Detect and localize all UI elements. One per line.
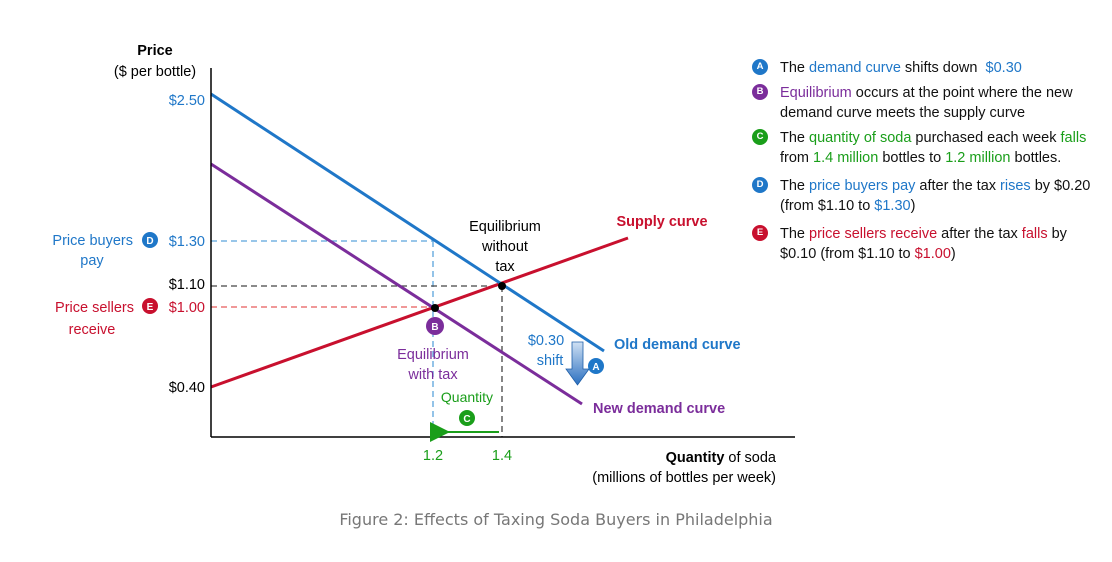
x-axis-title-rest: of soda	[724, 450, 777, 466]
badge-b-note: B	[752, 84, 768, 100]
note-e-t2: after the tax	[937, 226, 1022, 242]
note-d-t4: )	[910, 198, 916, 214]
note-b: B Equilibrium occurs at the point where …	[752, 83, 1102, 123]
badge-e-note: E	[752, 225, 768, 241]
y-tick-2-50: $2.50	[169, 93, 205, 109]
note-a-h2: $0.30	[985, 60, 1022, 76]
badge-b-chart	[426, 317, 444, 335]
note-c-t3: from	[780, 150, 814, 166]
demand-shift-arrow	[565, 341, 590, 386]
note-c: C The quantity of soda purchased each we…	[752, 128, 1102, 168]
y-tick-1-10: $1.10	[169, 277, 205, 293]
note-b-text: Equilibrium occurs at the point where th…	[780, 85, 1073, 121]
note-a-t1: The	[780, 60, 810, 76]
note-b-h1: Equilibrium	[780, 85, 852, 101]
eq-with-tax-label-2: with tax	[407, 367, 458, 383]
note-e-text: The price sellers receive after the tax …	[780, 226, 1067, 262]
supply-curve-label: Supply curve	[616, 214, 707, 230]
price-sellers-receive-label: Price sellers	[55, 300, 134, 316]
equilibrium-without-tax-point	[498, 282, 506, 290]
note-c-t2: purchased each week	[911, 130, 1061, 146]
price-sellers-receive-label-line2: receive	[69, 322, 116, 338]
y-axis-title: Price	[137, 43, 172, 59]
badge-c-chart-letter: C	[463, 414, 470, 425]
eq-without-tax-label-3: tax	[495, 259, 515, 275]
price-buyers-pay-label: Price buyers	[52, 233, 133, 249]
supply-demand-chart: Price ($ per bottle) Quantity of soda (m…	[52, 43, 795, 486]
note-a-h1: demand curve	[809, 60, 901, 76]
eq-without-tax-label-2: without	[481, 239, 528, 255]
price-buyers-pay-label-line2: pay	[80, 253, 104, 269]
badge-a-chart-letter: A	[592, 362, 599, 373]
x-axis-title: Quantity of soda	[666, 450, 777, 466]
x-tick-1-4: 1.4	[492, 448, 512, 464]
note-d-t2: after the tax	[915, 178, 1001, 194]
note-c-h3: 1.4 million	[813, 150, 879, 166]
y-tick-1-00: $1.00	[169, 300, 205, 316]
quantity-label: Quantity	[441, 389, 493, 405]
note-c-h1: quantity of soda	[809, 130, 912, 146]
note-e-h3: $1.00	[914, 246, 951, 262]
note-a-text: The demand curve shifts down $0.30	[780, 60, 1022, 76]
note-d-t1: The	[780, 178, 810, 194]
note-e-t1: The	[780, 226, 810, 242]
note-c-text: The quantity of soda purchased each week…	[780, 130, 1086, 166]
old-demand-curve-label: Old demand curve	[614, 337, 741, 353]
note-e-h2: falls	[1021, 226, 1048, 242]
badge-b-chart-letter: B	[431, 322, 438, 333]
note-a: A The demand curve shifts down $0.30	[752, 58, 1102, 78]
note-c-t5: bottles.	[1010, 150, 1062, 166]
eq-with-tax-label-1: Equilibrium	[397, 347, 469, 363]
badge-d-left-letter: D	[146, 236, 153, 247]
note-b-t1: occurs at the point where the new demand…	[780, 85, 1073, 121]
note-d-h1: price buyers pay	[809, 178, 916, 194]
note-c-h2: falls	[1060, 130, 1087, 146]
x-axis-unit: (millions of bottles per week)	[592, 470, 776, 486]
shift-amount-label: $0.30	[528, 333, 564, 349]
badge-e-left	[142, 298, 158, 314]
note-d-h3: $1.30	[874, 198, 911, 214]
note-d-text: The price buyers pay after the tax rises…	[780, 178, 1090, 214]
supply-curve-line	[210, 236, 629, 389]
x-tick-1-2: 1.2	[423, 448, 443, 464]
badge-c-chart	[459, 410, 475, 426]
eq-without-tax-label-1: Equilibrium	[469, 219, 541, 235]
note-e-t4: )	[950, 246, 956, 262]
note-a-t2: shifts down	[900, 60, 986, 76]
badge-d-note: D	[752, 177, 768, 193]
badge-e-left-letter: E	[147, 302, 154, 313]
badge-a-chart	[588, 358, 604, 374]
shift-word-label: shift	[537, 353, 564, 369]
new-demand-curve-label: New demand curve	[593, 401, 725, 417]
note-d: D The price buyers pay after the tax ris…	[752, 176, 1102, 216]
y-tick-0-40: $0.40	[169, 380, 205, 396]
badge-c-note: C	[752, 129, 768, 145]
y-axis-unit: ($ per bottle)	[114, 64, 196, 80]
equilibrium-with-tax-point	[431, 304, 439, 312]
note-c-h4: 1.2 million	[945, 150, 1011, 166]
note-c-t1: The	[780, 130, 810, 146]
note-e-h1: price sellers receive	[809, 226, 938, 242]
explanation-notes: A The demand curve shifts down $0.30 B E…	[752, 58, 1102, 269]
note-d-t3: by $0.20 (from $1.10 to	[780, 178, 1091, 214]
old-demand-curve-line	[210, 92, 605, 353]
y-tick-1-30: $1.30	[169, 234, 205, 250]
note-c-t4: bottles to	[878, 150, 946, 166]
badge-a-note: A	[752, 59, 768, 75]
note-e-t3: by $0.10 (from $1.10 to	[780, 226, 1067, 262]
badge-d-left	[142, 232, 158, 248]
x-axis-title-bold: Quantity	[666, 450, 725, 466]
figure-caption: Figure 2: Effects of Taxing Soda Buyers …	[339, 510, 773, 529]
note-d-h2: rises	[1000, 178, 1031, 194]
note-e: E The price sellers receive after the ta…	[752, 224, 1102, 264]
new-demand-curve-line	[210, 162, 583, 406]
